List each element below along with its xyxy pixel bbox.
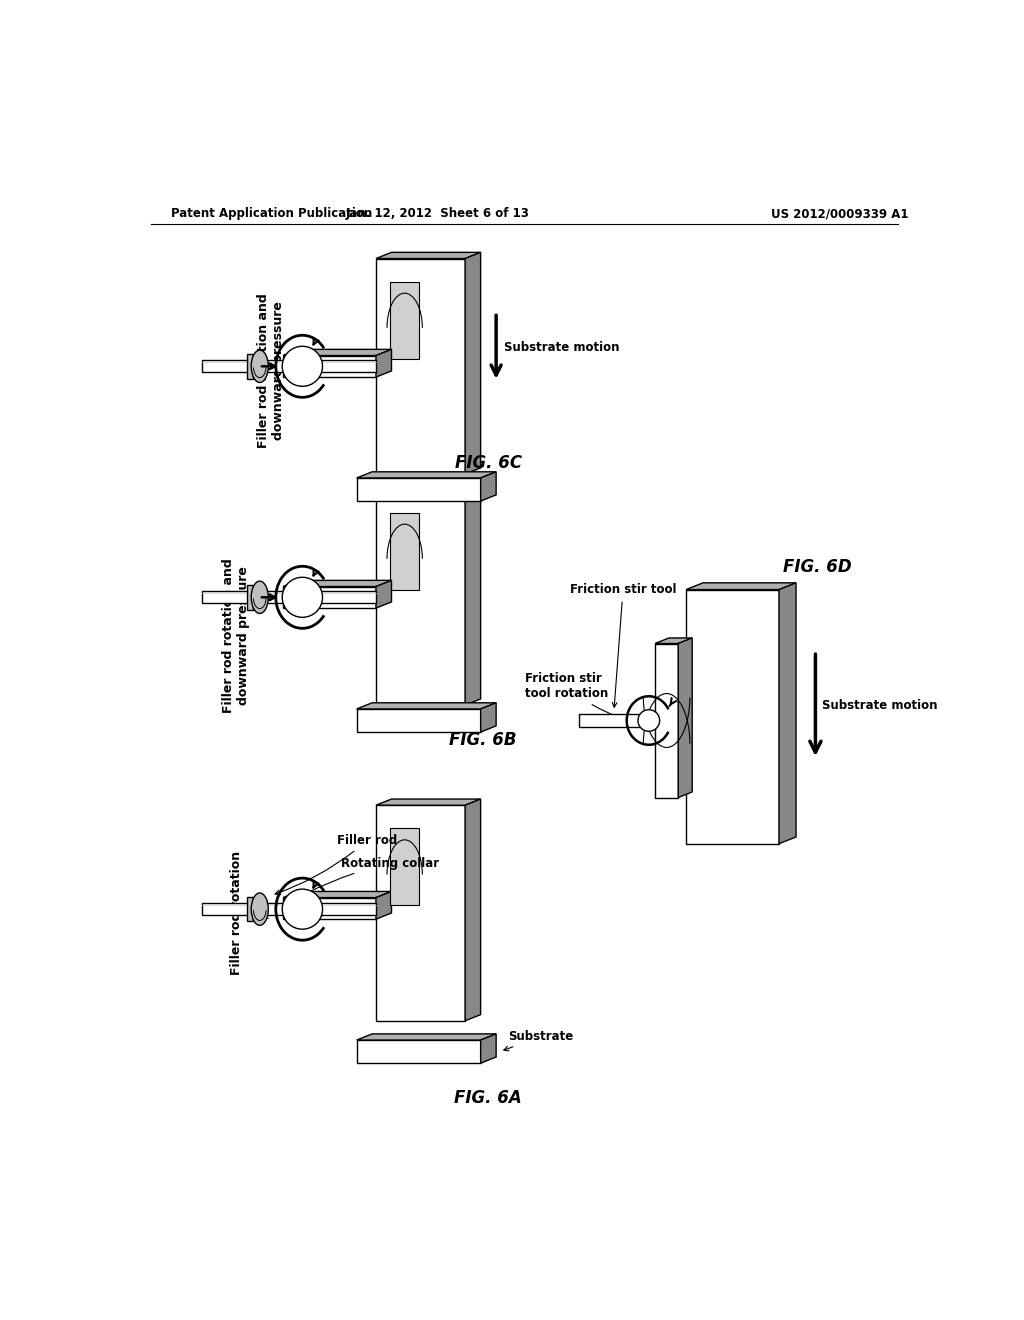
- Polygon shape: [686, 583, 796, 590]
- Polygon shape: [202, 360, 376, 372]
- Text: Filler rod: Filler rod: [275, 834, 397, 895]
- Ellipse shape: [283, 577, 323, 618]
- Ellipse shape: [251, 892, 268, 925]
- Polygon shape: [390, 829, 420, 906]
- Text: Patent Application Publication: Patent Application Publication: [171, 207, 372, 220]
- Polygon shape: [283, 581, 391, 586]
- Polygon shape: [376, 259, 465, 474]
- Polygon shape: [779, 583, 796, 843]
- Text: Friction stir
tool rotation: Friction stir tool rotation: [524, 672, 624, 719]
- Text: Substrate motion: Substrate motion: [504, 341, 620, 354]
- Polygon shape: [376, 490, 465, 705]
- Polygon shape: [283, 898, 376, 919]
- Text: Filler rod rotation: Filler rod rotation: [230, 851, 243, 975]
- Text: Substrate motion: Substrate motion: [821, 698, 937, 711]
- Polygon shape: [247, 585, 253, 610]
- Text: FIG. 6D: FIG. 6D: [783, 557, 852, 576]
- Ellipse shape: [251, 350, 268, 383]
- Polygon shape: [390, 512, 420, 590]
- Polygon shape: [247, 896, 253, 921]
- Polygon shape: [356, 471, 496, 478]
- Polygon shape: [480, 471, 496, 502]
- Polygon shape: [247, 354, 253, 379]
- Text: Filler rod rotation and
downward pressure: Filler rod rotation and downward pressur…: [222, 558, 251, 713]
- Polygon shape: [579, 714, 649, 726]
- Polygon shape: [480, 1034, 496, 1063]
- Text: FIG. 6B: FIG. 6B: [450, 731, 517, 748]
- Polygon shape: [465, 252, 480, 474]
- Polygon shape: [356, 1034, 496, 1040]
- Polygon shape: [283, 355, 376, 378]
- Text: FIG. 6A: FIG. 6A: [455, 1089, 522, 1106]
- Polygon shape: [376, 252, 480, 259]
- Polygon shape: [390, 281, 420, 359]
- Polygon shape: [655, 644, 678, 797]
- Text: FIG. 6C: FIG. 6C: [455, 454, 522, 471]
- Ellipse shape: [283, 346, 323, 387]
- Polygon shape: [376, 799, 480, 805]
- Polygon shape: [356, 702, 496, 709]
- Polygon shape: [283, 891, 391, 898]
- Text: Rotating collar: Rotating collar: [263, 857, 439, 919]
- Ellipse shape: [283, 890, 323, 929]
- Polygon shape: [376, 581, 391, 609]
- Polygon shape: [283, 586, 376, 609]
- Text: Substrate: Substrate: [504, 1030, 573, 1051]
- Text: US 2012/0009339 A1: US 2012/0009339 A1: [771, 207, 908, 220]
- Polygon shape: [376, 805, 465, 1020]
- Polygon shape: [202, 591, 376, 603]
- Ellipse shape: [251, 581, 268, 614]
- Polygon shape: [356, 709, 480, 733]
- Polygon shape: [655, 638, 692, 644]
- Polygon shape: [356, 478, 480, 502]
- Polygon shape: [283, 350, 391, 355]
- Polygon shape: [465, 483, 480, 705]
- Polygon shape: [376, 891, 391, 919]
- Polygon shape: [465, 799, 480, 1020]
- Polygon shape: [678, 638, 692, 797]
- Text: Jan. 12, 2012  Sheet 6 of 13: Jan. 12, 2012 Sheet 6 of 13: [346, 207, 530, 220]
- Text: Filler rod rotation and
downward pressure: Filler rod rotation and downward pressur…: [257, 293, 286, 447]
- Ellipse shape: [638, 710, 659, 731]
- Polygon shape: [376, 350, 391, 378]
- Text: Friction stir tool: Friction stir tool: [569, 583, 676, 708]
- Polygon shape: [686, 590, 779, 843]
- Polygon shape: [376, 483, 480, 490]
- Polygon shape: [202, 903, 376, 915]
- Polygon shape: [356, 1040, 480, 1063]
- Polygon shape: [480, 702, 496, 733]
